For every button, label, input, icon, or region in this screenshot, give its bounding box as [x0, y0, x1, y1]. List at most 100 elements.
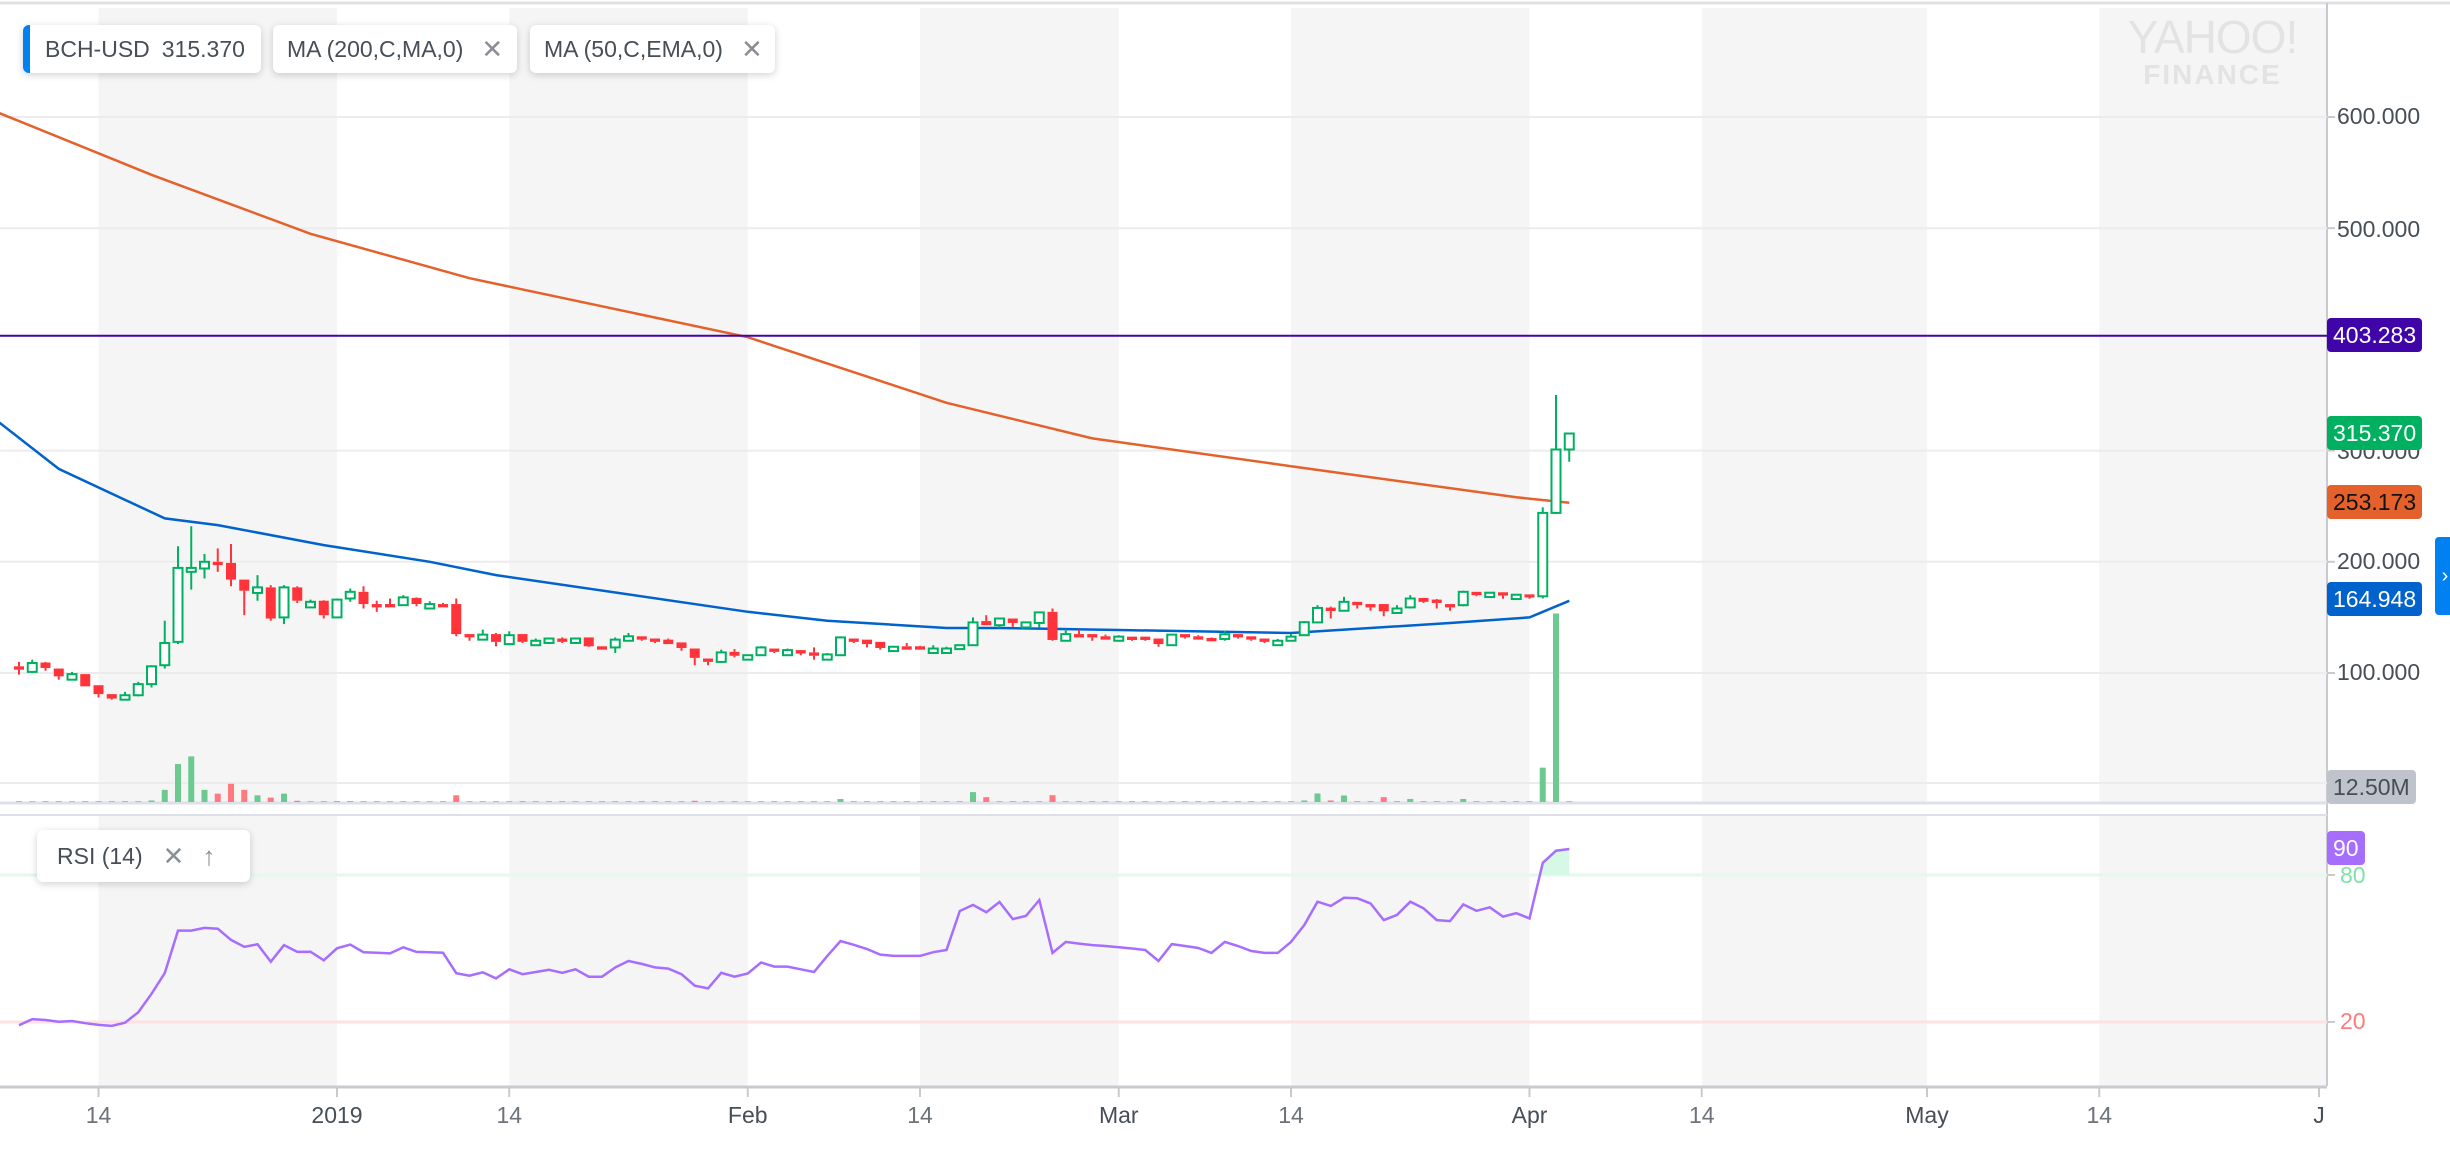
volume-bar — [599, 801, 605, 802]
volume-bar — [996, 801, 1003, 802]
candle-body-down — [14, 666, 24, 670]
candle-body-down — [239, 579, 250, 591]
candle-body-up — [424, 603, 436, 610]
candle-body-up — [397, 596, 409, 607]
candle-body-down — [226, 562, 236, 580]
candle-body-down — [80, 674, 91, 687]
candle-body-up — [185, 566, 197, 573]
volume-bar — [413, 801, 420, 802]
ma50-legend[interactable]: MA (50,C,EMA,0) ✕ — [530, 25, 775, 73]
candle-body-down — [1352, 601, 1363, 606]
volume-bar — [1089, 801, 1096, 802]
volume-bar — [108, 801, 115, 802]
candle-body-down — [636, 636, 647, 640]
candle-body-up — [252, 586, 263, 594]
candle-body-up — [331, 598, 343, 619]
volume-bar — [797, 801, 804, 802]
volume-bar — [1274, 801, 1281, 802]
shaded-band — [920, 8, 1119, 802]
candle-body-down — [1365, 604, 1376, 608]
arrow-up-icon[interactable]: ↑ — [202, 840, 216, 871]
candle-body-down — [915, 646, 925, 650]
candle-body-up — [1338, 600, 1350, 612]
hline-price-tag: 403.283 — [2327, 318, 2423, 352]
volume-bar — [1248, 801, 1255, 802]
volume-bar — [652, 801, 658, 802]
x-tick-label: 14 — [496, 1102, 523, 1128]
candle-body-down — [1233, 634, 1243, 638]
candle-body-down — [1431, 599, 1442, 603]
volume-bar — [466, 801, 473, 802]
candle-body-down — [265, 587, 276, 619]
candle-body-up — [1563, 432, 1575, 451]
volume-bar — [95, 801, 102, 802]
volume-bar — [1221, 801, 1228, 802]
candle-body-up — [503, 634, 515, 646]
volume-bar — [307, 801, 314, 802]
candle-body-up — [1272, 639, 1284, 647]
symbol-price: 315.370 — [161, 35, 245, 62]
volume-bar — [188, 756, 195, 802]
volume-bar — [373, 801, 380, 802]
candle-body-down — [795, 650, 806, 654]
candle-body-up — [1020, 621, 1032, 629]
candle-body-up — [835, 636, 846, 657]
volume-bar — [1407, 798, 1414, 802]
candle-body-down — [517, 634, 528, 642]
candle-body-up — [1484, 591, 1496, 599]
close-icon[interactable]: ✕ — [740, 33, 763, 64]
candle-body-down — [212, 561, 223, 566]
volume-bar — [532, 801, 539, 802]
candle-body-up — [954, 644, 966, 651]
volume-bar — [1354, 801, 1361, 802]
symbol-legend[interactable]: BCH-USD 315.370 — [23, 25, 261, 73]
volume-bar — [201, 789, 208, 802]
candle-body-up — [146, 665, 157, 686]
rsi-legend[interactable]: RSI (14) ✕ ↑ — [37, 830, 250, 882]
candle-body-down — [106, 694, 117, 699]
volume-bar — [1433, 801, 1440, 802]
volume-bar — [1115, 801, 1122, 802]
candle-body-up — [941, 647, 952, 654]
volume-bar — [1420, 801, 1427, 802]
close-icon[interactable]: ✕ — [162, 840, 185, 871]
candle-body-up — [994, 617, 1005, 627]
expand-panel-tab[interactable]: › — [2435, 537, 2450, 615]
volume-bar — [493, 801, 499, 802]
candle-body-up — [1285, 635, 1297, 642]
candle-body-down — [703, 658, 713, 662]
candle-body-up — [1060, 633, 1072, 642]
volume-bar — [1261, 801, 1268, 802]
volume-bar — [426, 801, 433, 802]
volume-bar — [1155, 801, 1162, 802]
volume-bar — [758, 801, 764, 802]
candle-body-up — [1550, 448, 1562, 514]
price-tick-500: 500.000 — [2337, 216, 2421, 242]
candle-body-down — [1418, 597, 1429, 602]
candle-body-down — [1074, 634, 1084, 638]
volume-bar — [1168, 801, 1175, 802]
volume-bar — [1102, 801, 1109, 802]
volume-bar — [267, 797, 274, 802]
volume-bar — [1076, 801, 1082, 802]
candle-body-down — [464, 634, 475, 638]
candle-body-down — [411, 597, 422, 605]
candle-body-down — [650, 638, 660, 642]
candle-body-down — [729, 651, 740, 656]
volume-bar — [837, 798, 844, 802]
candle-body-down — [981, 621, 992, 626]
volume-bar — [1553, 613, 1559, 802]
candle-body-up — [172, 566, 184, 643]
volume-bar — [1036, 801, 1043, 802]
volume-bar — [572, 801, 579, 802]
shaded-band — [98, 8, 337, 802]
volume-bar — [1486, 801, 1493, 802]
volume-bar — [943, 801, 950, 802]
price-tick-100: 100.000 — [2337, 659, 2421, 685]
ma200-legend[interactable]: MA (200,C,MA,0) ✕ — [273, 25, 517, 73]
volume-bar — [1380, 797, 1387, 802]
candle-body-up — [1312, 606, 1323, 624]
close-icon[interactable]: ✕ — [481, 33, 504, 64]
candle-body-down — [809, 652, 819, 656]
